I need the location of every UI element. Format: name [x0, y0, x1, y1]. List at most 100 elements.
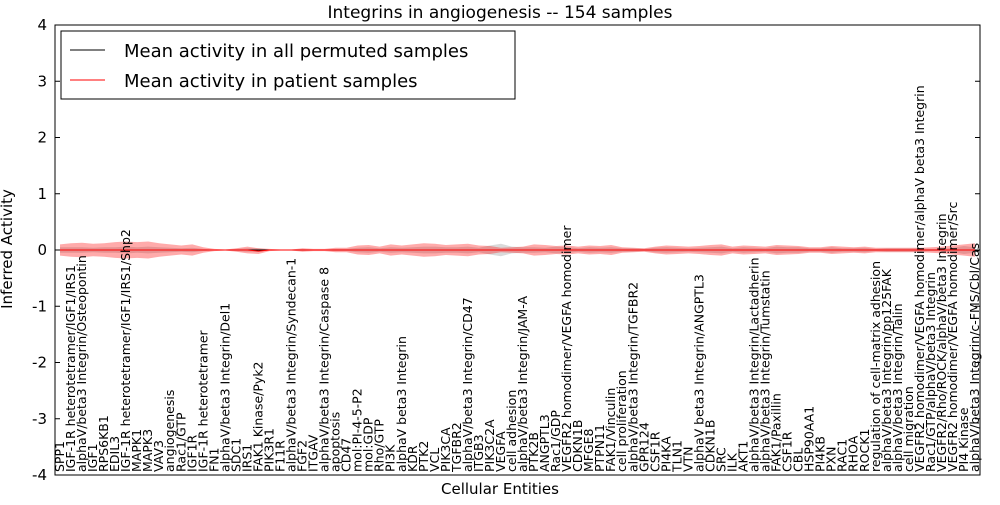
x-category-label: MAPK1 [129, 429, 144, 472]
x-category-label: CDKN1B [570, 420, 585, 472]
x-category-label: TGFBR2 [449, 422, 464, 473]
x-category-label: alphaV/beta3 Integrin/c-FMS/Cbl/Cas [967, 243, 982, 472]
x-category-label: alphaV/beta3 Integrin/JAM-A [515, 296, 530, 472]
x-category-label: alphaV/beta3 Integrin/Osteopontin [74, 255, 89, 472]
x-category-label: alphaV/beta3 Integrin/pp125FAK [879, 268, 894, 472]
x-category-label: VEGFR2 homodimer/VEGFA homodimer/alphaV … [912, 85, 927, 472]
x-category-label: regulation of cell-matrix adhesion [868, 261, 883, 472]
y-tick-label: 1 [37, 185, 47, 203]
x-category-label: IGF-1R heterotetramer/IGF1/IRS1/Shp2 [118, 229, 133, 472]
x-category-label: PI3K [383, 444, 398, 472]
x-category-label: KDR [405, 445, 420, 472]
x-category-label: GPR124 [636, 422, 651, 472]
x-category-label: IGF-1R heterotetramer [195, 329, 210, 472]
x-category-label: RPS6KB1 [96, 415, 111, 472]
x-category-label: apoptosis [328, 412, 343, 472]
x-category-label: CSF1R [647, 431, 662, 472]
x-category-label: F11R [272, 440, 287, 472]
x-category-label: HSP90AA1 [802, 406, 817, 472]
y-tick-label: -4 [32, 466, 47, 484]
y-axis-ticks: -4 -3 -2 -1 0 1 2 3 4 [32, 16, 980, 484]
x-category-label: ANGPTL3 [537, 414, 552, 472]
x-category-label: VCL [427, 448, 442, 472]
x-category-label: PIK3CA [438, 427, 453, 472]
x-category-label: VEGFR2 homodimer/VEGFA homodimer/Src [945, 202, 960, 472]
x-category-label: IGF-1R heterotetramer/IGF1/IRS1 [63, 265, 78, 472]
x-category-label: PI4KA [658, 436, 673, 472]
x-category-label: VEGFR2/Rho/ROCK/alphaV/beta3 Integrin [934, 214, 949, 473]
x-category-label: PXN [824, 447, 839, 472]
x-category-label: FAK1 Kinase/Pyk2 [250, 361, 265, 472]
x-category-label: MFGE8 [581, 428, 596, 472]
x-category-label: ITGB3 [471, 434, 486, 472]
x-category-label: RAC1 [835, 439, 850, 472]
x-category-label: PTK2B [526, 432, 541, 472]
x-axis-title: Cellular Entities [441, 480, 559, 498]
x-category-label: IGF1R [184, 434, 199, 472]
y-tick-label: -3 [32, 410, 47, 428]
y-tick-label: 3 [37, 72, 47, 90]
x-category-label: alphaV/beta3 Integrin/Syndecan-1 [284, 258, 299, 472]
legend-label-patient: Mean activity in patient samples [124, 71, 418, 92]
x-category-label: SPP1 [52, 441, 67, 472]
legend-box [60, 30, 516, 100]
x-category-label: PIK3C2A [482, 419, 497, 472]
x-category-label: alphaV/beta3 Integrin/Tumstatin [758, 270, 773, 472]
x-category-label: RHOA [846, 435, 861, 472]
x-category-label: SRC [713, 447, 728, 472]
x-category-label: alphaV/beta3 Integrin/Del1 [217, 303, 232, 472]
series-lines [60, 249, 975, 252]
legend: Mean activity in all permuted samples Me… [60, 30, 516, 100]
x-category-label: CDKN1B [702, 420, 717, 472]
x-category-label: alphaV/beta3 Integrin/Caspase 8 [317, 267, 332, 472]
x-category-label: VEGFA [493, 431, 508, 472]
x-category-label: mol:GDP [361, 417, 376, 472]
x-category-label: FN1 [206, 448, 221, 473]
x-category-label: FGF2 [295, 440, 310, 472]
x-category-label: alphaV/beta3 Integrin/TGFBR2 [625, 282, 640, 472]
x-category-label: AKT1 [735, 441, 750, 472]
x-category-label: MAPK3 [140, 429, 155, 472]
x-category-label: EDIL3 [107, 436, 122, 472]
y-tick-label: -1 [32, 297, 47, 315]
x-category-label: PIK3R1 [261, 428, 276, 472]
chart-title: Integrins in angiogenesis -- 154 samples [328, 3, 673, 23]
x-category-label: cell adhesion [504, 390, 519, 472]
x-category-label: VAV3 [151, 440, 166, 472]
x-category-label: alphaV/beta3 Integrin/CD47 [460, 297, 475, 472]
x-category-label: PI4 Kinase [956, 407, 971, 472]
patient-mean-line [60, 249, 975, 252]
x-category-label: angiogenesis [162, 390, 177, 472]
x-category-label: ILK [724, 452, 739, 472]
y-tick-label: 0 [37, 241, 47, 259]
x-category-label: alphaV beta3 Integrin/ANGPTL3 [691, 274, 706, 472]
y-tick-label: 2 [37, 129, 47, 147]
x-category-label: Rac1/GTP/alphaV/beta3 Integrin [923, 272, 938, 472]
x-category-label: Rac1/GDP [548, 410, 563, 472]
x-category-label: mol:PI-4-5-P2 [350, 388, 365, 472]
x-category-label: VTN [680, 446, 695, 472]
x-category-label: alphaV/beta3 Integrin/Talin [890, 304, 905, 473]
legend-label-permuted: Mean activity in all permuted samples [124, 41, 468, 62]
x-category-label: cell proliferation [614, 370, 629, 472]
x-category-label: PTK2 [416, 441, 431, 472]
x-category-label: ROCK1 [857, 429, 872, 472]
x-category-label: CD47 [339, 438, 354, 472]
x-category-label: Rho/GTP [372, 419, 387, 472]
x-category-label: FAK1/Paxillin [769, 393, 784, 472]
x-category-label: PI4KB [813, 436, 828, 472]
y-axis-title: Inferred Activity [0, 189, 16, 309]
y-tick-label: 4 [37, 16, 47, 34]
x-category-label: IRS1 [239, 444, 254, 472]
x-category-label: cell migration [901, 386, 916, 472]
x-category-label: PTPN11 [592, 424, 607, 472]
x-category-label: IGF1 [85, 443, 100, 472]
x-category-label: FAK1/Vinculin [603, 388, 618, 472]
x-category-label: alphaV beta3 Integrin [394, 336, 409, 472]
x-category-label: alphaV/beta3 Integrin/Lactadherin [747, 257, 762, 472]
x-category-label: SDC1 [228, 438, 243, 472]
x-category-label: CBL [791, 448, 806, 472]
